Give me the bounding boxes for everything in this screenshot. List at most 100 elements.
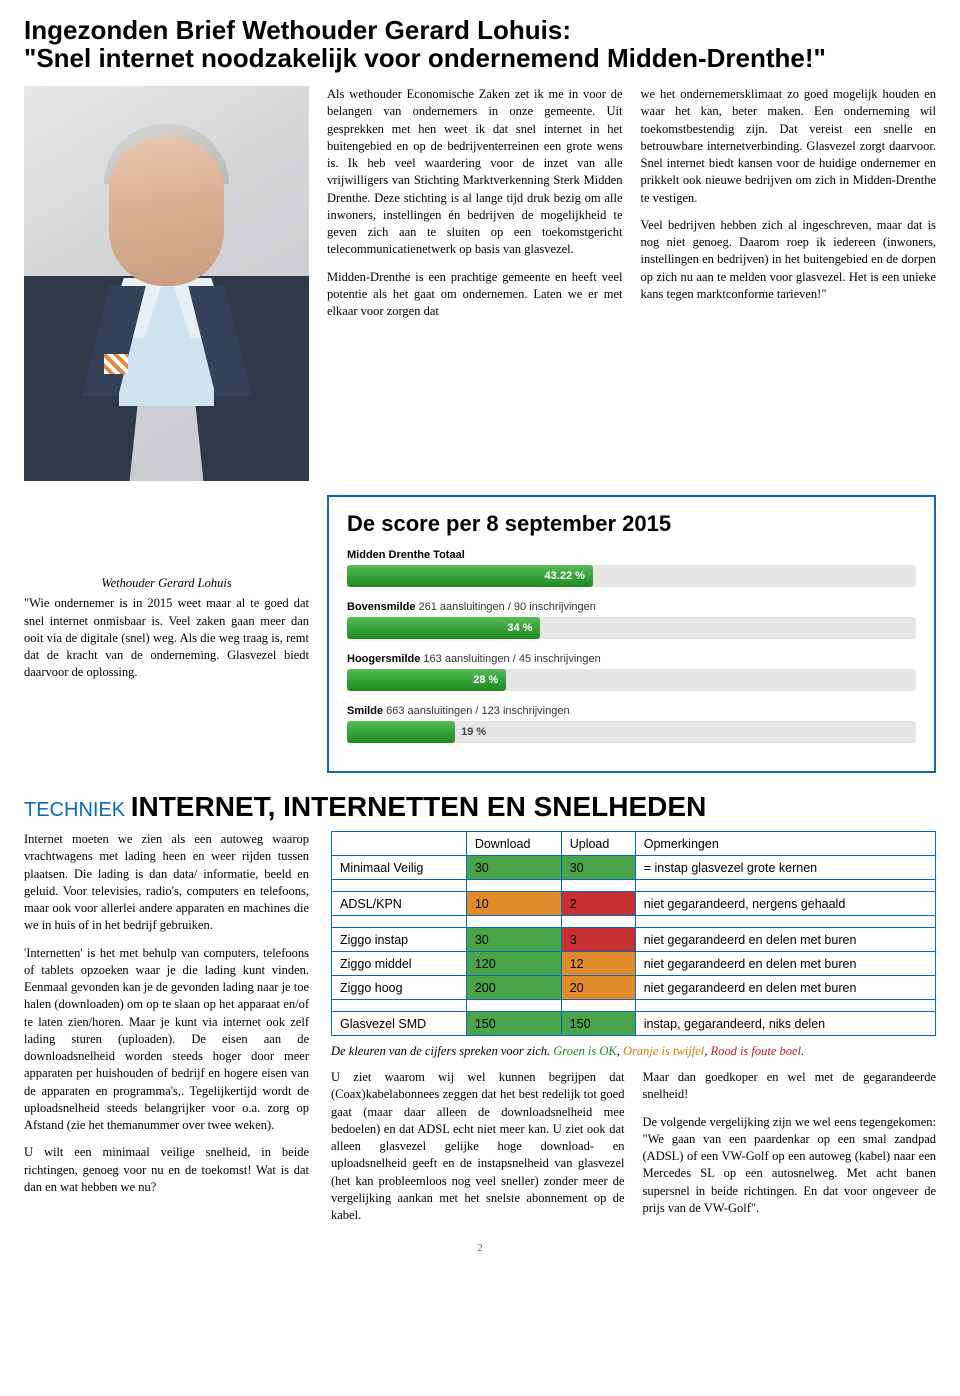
table-row: Glasvezel SMD150150instap, gegarandeerd,… <box>332 1012 936 1036</box>
table-row: Minimaal Veilig3030= instap glasvezel gr… <box>332 856 936 880</box>
caption-name: Wethouder Gerard Lohuis <box>24 575 309 592</box>
table-download-cell: 10 <box>466 892 561 916</box>
table-header-cell <box>332 832 467 856</box>
table-spacer-cell <box>332 1000 467 1012</box>
headline-line-1: Ingezonden Brief Wethouder Gerard Lohuis… <box>24 16 936 44</box>
section2-title: TECHNIEK INTERNET, INTERNETTEN EN SNELHE… <box>24 791 936 823</box>
table-row: ADSL/KPN102niet gegarandeerd, nergens ge… <box>332 892 936 916</box>
table-spacer-cell <box>332 880 467 892</box>
table-label-cell: ADSL/KPN <box>332 892 467 916</box>
table-download-cell: 200 <box>466 976 561 1000</box>
table-spacer-cell <box>635 916 935 928</box>
top-section: Als wethouder Economische Zaken zet ik m… <box>24 86 936 481</box>
table-remark-cell: = instap glasvezel grote kernen <box>635 856 935 880</box>
section2-title-main: INTERNET, INTERNETTEN EN SNELHEDEN <box>131 791 707 822</box>
bar-fill <box>347 721 455 743</box>
section2-body: Internet moeten we zien als een autoweg … <box>24 831 936 1234</box>
score-row: Smilde 663 aansluitingen / 123 inschrijv… <box>347 705 916 743</box>
article-column-2: we het ondernemersklimaat zo goed mogeli… <box>641 86 937 481</box>
left-paragraph: 'Internetten' is het met behulp van comp… <box>24 945 309 1135</box>
table-spacer-cell <box>561 1000 635 1012</box>
table-remark-cell: niet gegarandeerd en delen met buren <box>635 928 935 952</box>
table-spacer-cell <box>332 916 467 928</box>
portrait-caption: Wethouder Gerard Lohuis "Wie ondernemer … <box>24 575 309 682</box>
table-label-cell: Minimaal Veilig <box>332 856 467 880</box>
bar-track: 19 % <box>347 721 916 743</box>
legend-orange: Oranje is twijfel <box>623 1044 704 1058</box>
legend-green: Groen is OK <box>553 1044 616 1058</box>
table-upload-cell: 30 <box>561 856 635 880</box>
bottom-paragraph: Maar dan goedkoper en wel met de gegaran… <box>643 1069 937 1104</box>
headline-line-2: "Snel internet noodzakelijk voor onderne… <box>24 44 936 72</box>
article-column-1: Als wethouder Economische Zaken zet ik m… <box>327 86 623 481</box>
bar-percent: 43.22 % <box>545 565 585 587</box>
bottom-paragraph: U ziet waarom wij wel kunnen begrijpen d… <box>331 1069 625 1224</box>
bottom-col-1: U ziet waarom wij wel kunnen begrijpen d… <box>331 1069 625 1234</box>
article-paragraph: Midden-Drenthe is een prachtige gemeente… <box>327 269 623 321</box>
table-spacer-row <box>332 880 936 892</box>
table-row: Ziggo middel12012niet gegarandeerd en de… <box>332 952 936 976</box>
section2-bottom-columns: U ziet waarom wij wel kunnen begrijpen d… <box>331 1069 936 1234</box>
section2-title-prefix: TECHNIEK <box>24 799 131 821</box>
article-paragraph: we het ondernemersklimaat zo goed mogeli… <box>641 86 937 207</box>
table-upload-cell: 3 <box>561 928 635 952</box>
table-spacer-cell <box>635 880 935 892</box>
table-upload-cell: 150 <box>561 1012 635 1036</box>
table-upload-cell: 12 <box>561 952 635 976</box>
table-remark-cell: instap, gegarandeerd, niks delen <box>635 1012 935 1036</box>
bar-percent: 19 % <box>461 721 486 743</box>
score-row: Hoogersmilde 163 aansluitingen / 45 insc… <box>347 653 916 691</box>
table-remark-cell: niet gegarandeerd en delen met buren <box>635 952 935 976</box>
bar-fill: 34 % <box>347 617 540 639</box>
caption-text: "Wie ondernemer is in 2015 weet maar al … <box>24 595 309 681</box>
score-panel: De score per 8 september 2015 Midden Dre… <box>327 495 936 773</box>
page-number: 2 <box>24 1242 936 1254</box>
speed-table: DownloadUploadOpmerkingenMinimaal Veilig… <box>331 831 936 1036</box>
article-body: Als wethouder Economische Zaken zet ik m… <box>327 86 936 481</box>
bottom-paragraph: De volgende vergelijking zijn we wel een… <box>643 1114 937 1218</box>
score-bars: Midden Drenthe Totaal43.22 % Bovensmilde … <box>347 549 916 743</box>
bar-track: 43.22 % <box>347 565 916 587</box>
bar-percent: 34 % <box>507 617 532 639</box>
legend-pre: De kleuren van de cijfers spreken voor z… <box>331 1044 553 1058</box>
section2-left-column: Internet moeten we zien als een autoweg … <box>24 831 309 1234</box>
score-row-label: Hoogersmilde 163 aansluitingen / 45 insc… <box>347 653 916 665</box>
portrait-photo <box>24 86 309 481</box>
table-spacer-cell <box>466 880 561 892</box>
table-spacer-cell <box>561 916 635 928</box>
legend-red: Rood is foute boel <box>710 1044 801 1058</box>
article-paragraph: Veel bedrijven hebben zich al ingeschrev… <box>641 217 937 303</box>
score-row: Midden Drenthe Totaal43.22 % <box>347 549 916 587</box>
score-title: De score per 8 september 2015 <box>347 511 916 537</box>
table-header-cell: Download <box>466 832 561 856</box>
table-spacer-cell <box>635 1000 935 1012</box>
legend-post: . <box>801 1044 804 1058</box>
table-row: Ziggo hoog20020niet gegarandeerd en dele… <box>332 976 936 1000</box>
table-spacer-cell <box>466 916 561 928</box>
table-label-cell: Ziggo hoog <box>332 976 467 1000</box>
bar-track: 34 % <box>347 617 916 639</box>
bottom-col-2: Maar dan goedkoper en wel met de gegaran… <box>643 1069 937 1234</box>
table-label-cell: Ziggo instap <box>332 928 467 952</box>
table-download-cell: 150 <box>466 1012 561 1036</box>
left-paragraph: Internet moeten we zien als een autoweg … <box>24 831 309 935</box>
legend-line: De kleuren van de cijfers spreken voor z… <box>331 1044 936 1059</box>
score-row: Bovensmilde 261 aansluitingen / 90 insch… <box>347 601 916 639</box>
left-paragraph: U wilt een minimaal veilige snelheid, in… <box>24 1144 309 1196</box>
table-spacer-row <box>332 1000 936 1012</box>
table-spacer-cell <box>466 1000 561 1012</box>
article-paragraph: Als wethouder Economische Zaken zet ik m… <box>327 86 623 259</box>
table-remark-cell: niet gegarandeerd, nergens gehaald <box>635 892 935 916</box>
table-label-cell: Glasvezel SMD <box>332 1012 467 1036</box>
bar-percent: 28 % <box>473 669 498 691</box>
bar-track: 28 % <box>347 669 916 691</box>
table-header-row: DownloadUploadOpmerkingen <box>332 832 936 856</box>
table-download-cell: 120 <box>466 952 561 976</box>
score-wrap: Wethouder Gerard Lohuis "Wie ondernemer … <box>24 495 936 773</box>
table-spacer-row <box>332 916 936 928</box>
bar-fill: 28 % <box>347 669 506 691</box>
table-header-cell: Opmerkingen <box>635 832 935 856</box>
table-upload-cell: 20 <box>561 976 635 1000</box>
table-spacer-cell <box>561 880 635 892</box>
table-download-cell: 30 <box>466 928 561 952</box>
